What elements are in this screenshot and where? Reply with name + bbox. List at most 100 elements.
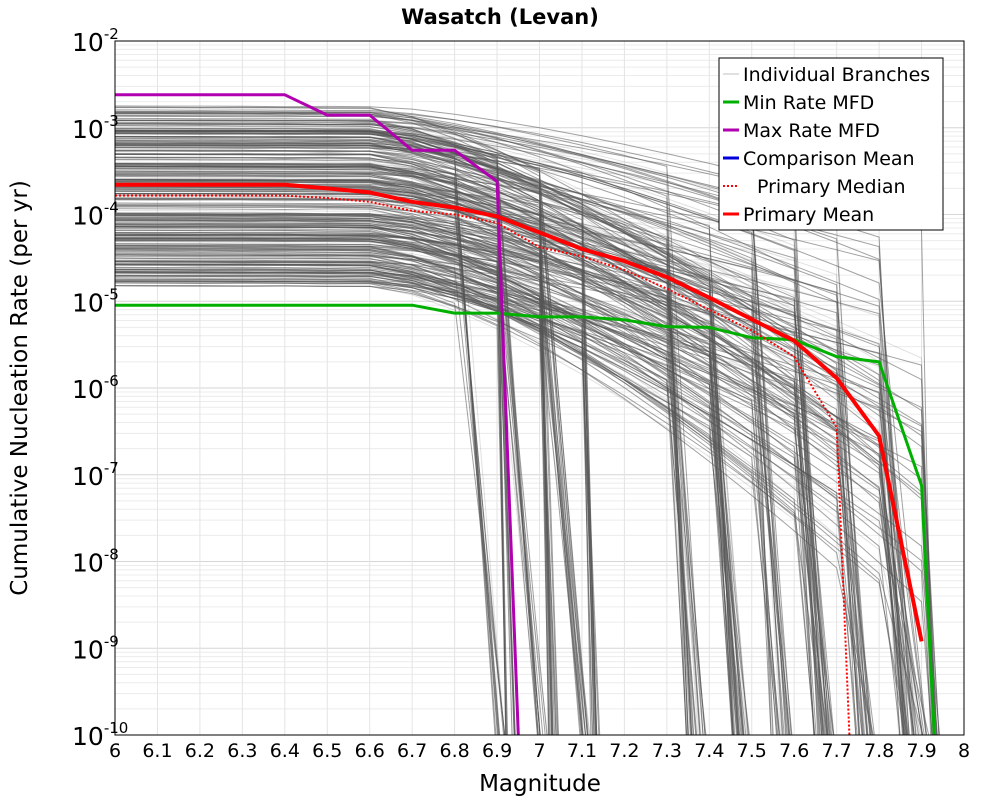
branch-line — [114, 229, 742, 736]
branch-line — [114, 268, 858, 736]
branch-line — [114, 261, 549, 736]
y-tick-label: 10-5 — [72, 285, 119, 317]
branch-line — [114, 271, 778, 736]
legend-label: Min Rate MFD — [743, 92, 874, 114]
x-axis-label: Magnitude — [479, 771, 601, 797]
branch-line — [115, 260, 915, 736]
y-tick-label: 10-10 — [72, 719, 128, 751]
x-tick-label: 7.7 — [822, 740, 852, 762]
x-tick-label: 6 — [109, 740, 121, 762]
branch-line — [114, 179, 541, 736]
series-primary-mean — [115, 182, 924, 642]
branch-line — [114, 136, 835, 736]
branch-line — [115, 206, 927, 736]
y-tick-label: 10-6 — [72, 372, 119, 404]
branch-line — [114, 142, 924, 736]
series-min-rate-mfd — [115, 303, 936, 736]
x-tick-label: 7.5 — [737, 740, 767, 762]
x-tick-label: 7.4 — [694, 740, 724, 762]
branch-line — [114, 280, 834, 736]
branch-line — [114, 231, 910, 736]
x-tick-label: 6.5 — [312, 740, 342, 762]
branch-line — [115, 218, 906, 736]
x-tick-label: 7.8 — [864, 740, 894, 762]
x-tick-label: 7.6 — [779, 740, 809, 762]
branch-line — [115, 168, 828, 736]
branch-line — [114, 212, 586, 736]
branch-line — [114, 115, 787, 736]
branch-line — [115, 149, 917, 736]
plot-frame — [114, 40, 965, 736]
y-tick-label: 10-8 — [72, 546, 119, 578]
x-tick-label: 7 — [533, 740, 545, 762]
branch-line — [114, 237, 781, 736]
branch-line — [115, 246, 597, 736]
x-tick-label: 6.2 — [185, 740, 215, 762]
branch-line — [114, 254, 506, 736]
branch-line — [114, 233, 933, 736]
branch-line — [114, 239, 737, 736]
branch-line — [115, 245, 508, 736]
x-tick-label: 7.3 — [652, 740, 682, 762]
branch-line — [114, 181, 499, 736]
branch-line — [114, 281, 600, 736]
branch-line — [114, 285, 905, 736]
branch-line — [114, 282, 860, 736]
legend-box — [718, 57, 944, 231]
chart-title: Wasatch (Levan) — [401, 5, 599, 29]
branch-line — [114, 139, 925, 736]
branch-line — [114, 219, 744, 736]
branch-line — [114, 204, 541, 736]
branch-line — [114, 162, 550, 736]
legend-label: Max Rate MFD — [743, 120, 880, 142]
branch-line — [114, 231, 907, 736]
y-tick-label: 10-4 — [72, 199, 119, 231]
branch-line — [114, 114, 689, 736]
x-tick-label: 6.9 — [482, 740, 512, 762]
x-tick-label: 6.8 — [439, 740, 469, 762]
legend-label: Individual Branches — [743, 64, 930, 86]
x-tick-label: 7.9 — [906, 740, 936, 762]
branch-line — [114, 199, 699, 736]
branch-line — [114, 111, 792, 736]
branch-line — [114, 128, 588, 736]
x-tick-label: 6.6 — [355, 740, 385, 762]
y-tick-label: 10-3 — [72, 112, 119, 144]
x-tick-label: 6.4 — [270, 740, 300, 762]
series-max-rate-mfd — [115, 93, 520, 736]
branch-line — [114, 105, 772, 736]
x-tick-label: 7.2 — [609, 740, 639, 762]
branch-line — [115, 234, 589, 736]
branch-line — [114, 275, 857, 736]
branch-line — [114, 118, 516, 736]
branch-line — [114, 220, 824, 736]
series-lines — [115, 93, 936, 736]
x-tick-label: 7.1 — [567, 740, 597, 762]
branch-line — [114, 204, 581, 736]
legend-label: Comparison Mean — [743, 148, 915, 170]
branch-line — [115, 150, 701, 736]
x-tick-labels: 6 6.1 6.2 6.3 6.4 6.5 6.6 6.7 6.8 6.9 7 7.1 7.2 7.3 7.… — [109, 740, 970, 762]
branch-line — [114, 261, 863, 736]
branch-line — [114, 167, 700, 736]
legend-label: Primary Mean — [743, 204, 874, 226]
x-tick-label: 6.3 — [227, 740, 257, 762]
branch-line — [114, 272, 553, 736]
individual-branches — [114, 105, 941, 736]
y-tick-label: 10-2 — [72, 25, 119, 57]
branch-line — [114, 272, 734, 736]
branch-line — [114, 106, 589, 736]
branch-line — [114, 175, 516, 736]
branch-line — [114, 145, 587, 736]
branch-line — [114, 248, 827, 736]
branch-line — [114, 268, 921, 736]
branch-line — [114, 109, 704, 736]
series-primary-median — [115, 194, 851, 736]
branch-line — [115, 271, 540, 736]
branch-line — [114, 226, 557, 736]
legend: Individual Branches Min Rate MFD Max Rate … — [718, 57, 944, 231]
branch-line — [114, 277, 506, 736]
y-tick-label: 10-7 — [72, 459, 119, 491]
branch-line — [114, 249, 733, 736]
